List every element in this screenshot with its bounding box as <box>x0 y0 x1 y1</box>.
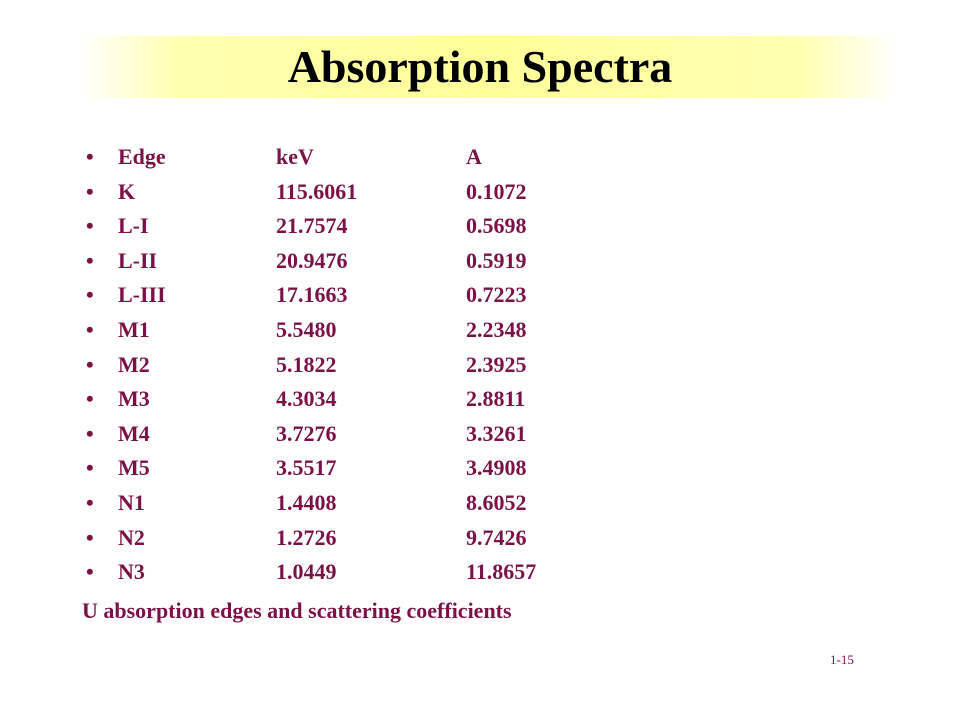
a-cell: 2.8811 <box>466 386 526 412</box>
kev-cell: 5.5480 <box>276 316 337 342</box>
a-cell: 2.2348 <box>466 316 527 342</box>
a-cell: 2.3925 <box>466 351 527 377</box>
kev-cell: 21.7574 <box>276 213 348 239</box>
bullet-icon: • <box>86 489 94 515</box>
edge-cell: Edge <box>118 144 166 169</box>
bullet-icon: • <box>86 247 94 273</box>
a-cell: 9.7426 <box>466 524 527 550</box>
bullet-icon: • <box>86 559 94 585</box>
kev-cell: 4.3034 <box>276 386 337 412</box>
edge-cell: M5 <box>118 455 150 481</box>
a-cell: 8.6052 <box>466 489 527 515</box>
a-cell: 0.7223 <box>466 282 527 308</box>
page-number: 1-15 <box>830 652 854 667</box>
kev-cell: 1.0449 <box>276 559 337 585</box>
slide-title: Absorption Spectra <box>287 41 673 92</box>
kev-cell: 1.2726 <box>276 524 337 550</box>
a-cell: 3.4908 <box>466 455 527 481</box>
a-cell: 0.5919 <box>466 247 527 273</box>
edge-cell: M3 <box>118 386 150 412</box>
kev-cell: 1.4408 <box>276 489 337 515</box>
a-cell: 3.3261 <box>466 420 527 446</box>
a-cell: A <box>466 144 482 169</box>
edge-cell: N2 <box>118 524 145 550</box>
edge-cell: M2 <box>118 351 150 377</box>
edge-cell: L-I <box>118 213 149 239</box>
bullet-icon: • <box>86 386 94 412</box>
title-highlight-band <box>80 36 896 98</box>
kev-cell: 17.1663 <box>276 282 348 308</box>
edge-cell: M1 <box>118 316 150 342</box>
bullet-icon: • <box>86 351 94 377</box>
bullet-icon: • <box>86 524 94 550</box>
a-cell: 11.8657 <box>466 559 537 585</box>
edge-cell: L-III <box>118 282 166 308</box>
bullet-icon: • <box>86 316 94 342</box>
kev-cell: keV <box>276 144 314 169</box>
bullet-icon: • <box>86 282 94 308</box>
bullet-icon: • <box>86 144 94 169</box>
table-caption: U absorption edges and scattering coeffi… <box>82 598 512 623</box>
bullet-icon: • <box>86 178 94 204</box>
kev-cell: 20.9476 <box>276 247 348 273</box>
bullet-icon: • <box>86 213 94 239</box>
edge-cell: N1 <box>118 489 145 515</box>
kev-cell: 5.1822 <box>276 351 337 377</box>
bullet-icon: • <box>86 455 94 481</box>
edge-cell: K <box>118 178 136 204</box>
kev-cell: 115.6061 <box>276 178 358 204</box>
kev-cell: 3.5517 <box>276 455 337 481</box>
edge-cell: N3 <box>118 559 145 585</box>
kev-cell: 3.7276 <box>276 420 337 446</box>
a-cell: 0.5698 <box>466 213 527 239</box>
bullet-icon: • <box>86 420 94 446</box>
edge-cell: L-II <box>118 247 158 273</box>
edge-cell: M4 <box>118 420 150 446</box>
a-cell: 0.1072 <box>466 178 527 204</box>
